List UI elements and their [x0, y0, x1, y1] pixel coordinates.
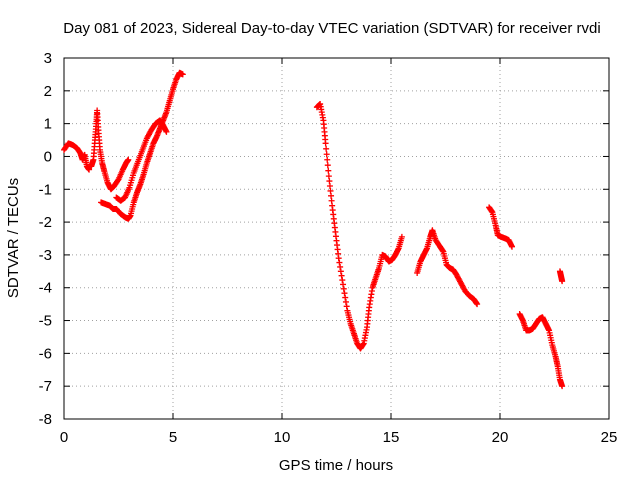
- y-tick-label: -3: [39, 247, 52, 264]
- data-point: [337, 268, 344, 275]
- y-tick-label: -5: [39, 313, 52, 330]
- data-point: [559, 383, 566, 390]
- x-axis-label: GPS time / hours: [279, 457, 393, 474]
- data-point: [325, 167, 332, 174]
- data-point: [336, 259, 343, 266]
- data-point: [163, 128, 170, 135]
- chart-title: Day 081 of 2023, Sidereal Day-to-day VTE…: [63, 20, 600, 37]
- data-point: [86, 166, 93, 173]
- y-tick-labels: -8 -7 -6 -5 -4 -3 -2 -1 0 1 2 3: [39, 50, 52, 428]
- y-tick-label: 3: [44, 50, 52, 67]
- plot-frame: [63, 57, 610, 420]
- data-point: [508, 243, 515, 250]
- x-tick-label: 5: [169, 429, 177, 446]
- data-point: [343, 303, 350, 310]
- data-point: [342, 298, 349, 305]
- y-tick-label: 1: [44, 116, 52, 133]
- data-point: [338, 272, 345, 279]
- x-tick-label: 15: [383, 429, 400, 446]
- x-tick-label: 20: [492, 429, 509, 446]
- data-point: [340, 281, 347, 288]
- data-point: [398, 233, 405, 240]
- x-tick-label: 10: [274, 429, 291, 446]
- data-point: [322, 140, 329, 147]
- y-axis-label: SDTVAR / TECUs: [5, 178, 22, 298]
- data-points: [61, 69, 566, 390]
- data-point: [337, 263, 344, 270]
- data-point: [341, 290, 348, 297]
- y-tick-label: -2: [39, 214, 52, 231]
- y-tick-label: -1: [39, 181, 52, 198]
- x-tick-label: 0: [60, 429, 68, 446]
- y-tick-label: -6: [39, 345, 52, 362]
- y-tick-label: -4: [39, 280, 52, 297]
- data-point: [323, 145, 330, 152]
- data-point: [324, 156, 331, 163]
- data-point: [559, 278, 566, 285]
- x-tick-label: 25: [601, 429, 618, 446]
- data-point: [335, 255, 342, 262]
- grid: [64, 58, 609, 419]
- y-tick-label: -7: [39, 378, 52, 395]
- data-point: [324, 162, 331, 169]
- data-point: [340, 285, 347, 292]
- data-point: [342, 294, 349, 301]
- y-tick-label: -8: [39, 411, 52, 428]
- y-tick-label: 0: [44, 148, 52, 165]
- data-point: [474, 301, 481, 308]
- data-point: [339, 277, 346, 284]
- data-point: [125, 156, 132, 163]
- y-tick-label: 2: [44, 83, 52, 100]
- data-point: [179, 71, 186, 78]
- data-point: [323, 151, 330, 158]
- x-tick-labels: 0 5 10 15 20 25: [60, 429, 618, 446]
